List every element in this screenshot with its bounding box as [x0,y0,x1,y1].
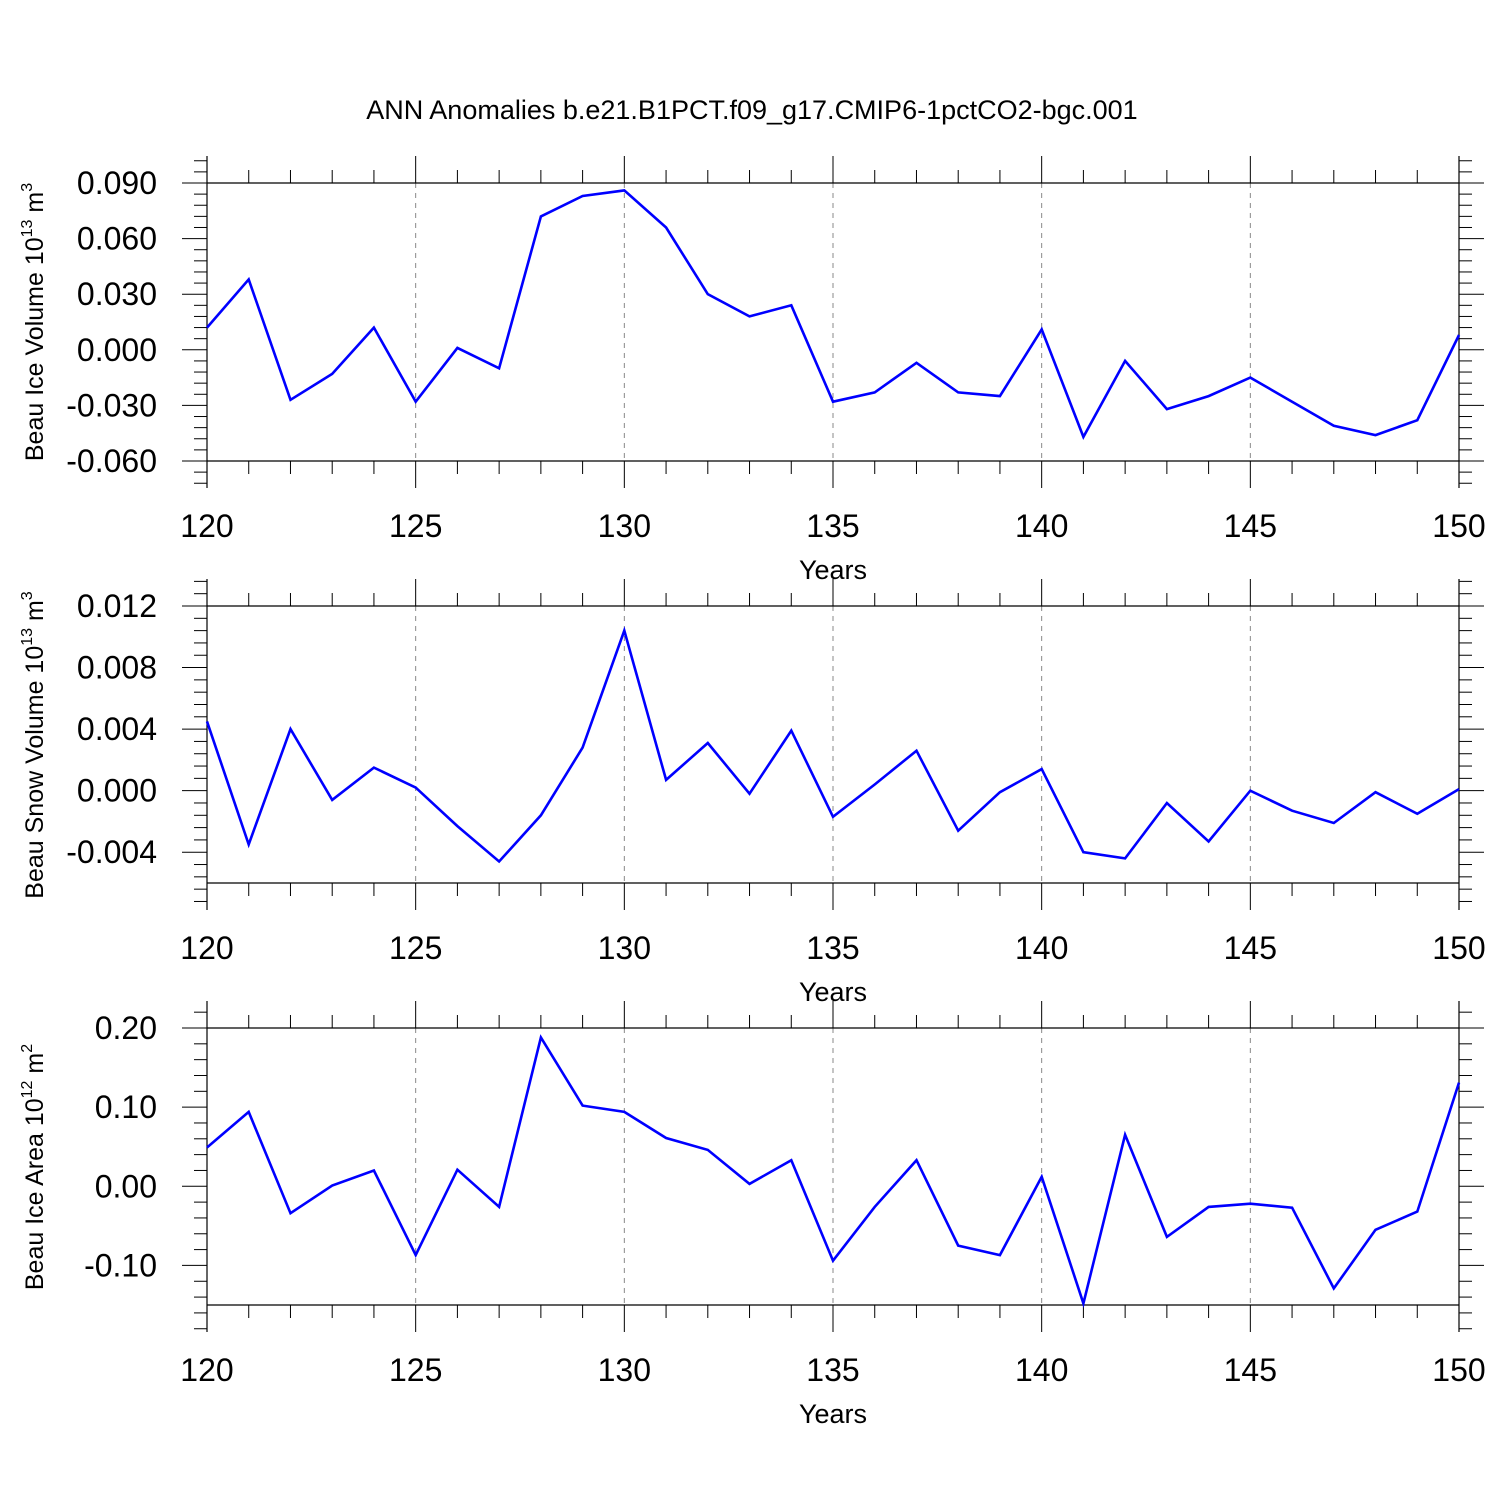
x-tick-label: 145 [1224,930,1277,966]
series-line [206,189,1461,440]
y-tick-label: 0.030 [77,276,157,312]
x-tick-label: 135 [806,508,859,544]
x-tick-label: 150 [1432,1352,1485,1388]
x-tick-label: 125 [389,508,442,544]
x-tick-label: 140 [1015,508,1068,544]
x-tick-label: 135 [806,930,859,966]
y-tick-label: 0.000 [77,332,157,368]
x-tick-label: 140 [1015,1352,1068,1388]
y-axis-label: Beau Ice Volume 1013 m3 [19,183,49,461]
x-tick-label: 135 [806,1352,859,1388]
x-axis-label: Years [799,1399,867,1429]
panel-1: 0.090 0.060 0.030 0.000 -0.030 -0.060 120 125 13… [19,156,1486,585]
series-line [206,1034,1461,1309]
y-tick-label: 0.008 [77,650,157,686]
x-tick-label: 150 [1432,930,1485,966]
x-tick-label: 130 [598,508,651,544]
y-axis-label: Beau Snow Volume 1013 m3 [19,591,49,899]
panel-2: 0.012 0.008 0.004 0.000 -0.004 120 125 130 135 14… [19,579,1486,1007]
y-axis-label: Beau Ice Area 1012 m2 [19,1044,49,1290]
y-tick-label: -0.10 [84,1247,157,1283]
x-tick-label: 130 [598,1352,651,1388]
y-tick-label: 0.000 [77,773,157,809]
x-tick-label: 120 [180,930,233,966]
x-tick-label: 130 [598,930,651,966]
y-tick-label: 0.004 [77,711,157,747]
y-tick-label: 0.012 [77,588,157,624]
x-tick-label: 140 [1015,930,1068,966]
y-tick-label: 0.10 [95,1089,157,1125]
figure-title: ANN Anomalies b.e21.B1PCT.f09_g17.CMIP6-… [366,95,1137,125]
y-tick-label: -0.004 [66,834,157,870]
y-tick-label: -0.060 [66,443,157,479]
chart-panels: 0.090 0.060 0.030 0.000 -0.030 -0.060 120 125 13… [19,156,1486,1429]
x-tick-label: 125 [389,930,442,966]
y-tick-label: 0.00 [95,1168,157,1204]
x-tick-label: 125 [389,1352,442,1388]
y-tick-label: 0.090 [77,165,157,201]
x-tick-label: 145 [1224,508,1277,544]
x-tick-label: 150 [1432,508,1485,544]
series-line [205,626,1460,864]
y-tick-label: 0.20 [95,1010,157,1046]
x-tick-label: 145 [1224,1352,1277,1388]
y-tick-label: -0.030 [66,387,157,423]
panel-3: 0.20 0.10 0.00 -0.10 120 125 130 135 140 145 150 Ye… [19,1001,1486,1429]
x-tick-label: 120 [180,508,233,544]
x-tick-label: 120 [180,1352,233,1388]
y-tick-label: 0.060 [77,221,157,257]
